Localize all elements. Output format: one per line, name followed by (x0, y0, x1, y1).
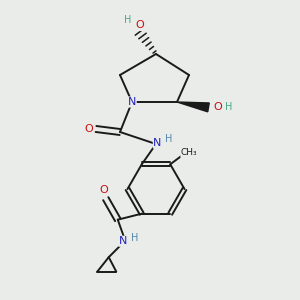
Text: H: H (124, 15, 132, 26)
Text: H: H (225, 102, 232, 112)
Text: O: O (84, 124, 93, 134)
Text: N: N (128, 97, 136, 107)
Text: N: N (153, 138, 162, 148)
Text: H: H (130, 233, 138, 243)
Text: O: O (213, 102, 222, 112)
Text: O: O (136, 20, 145, 31)
Text: O: O (99, 185, 108, 195)
Text: H: H (165, 134, 172, 144)
Polygon shape (177, 102, 209, 112)
Text: N: N (119, 236, 127, 246)
Text: CH₃: CH₃ (181, 148, 197, 158)
